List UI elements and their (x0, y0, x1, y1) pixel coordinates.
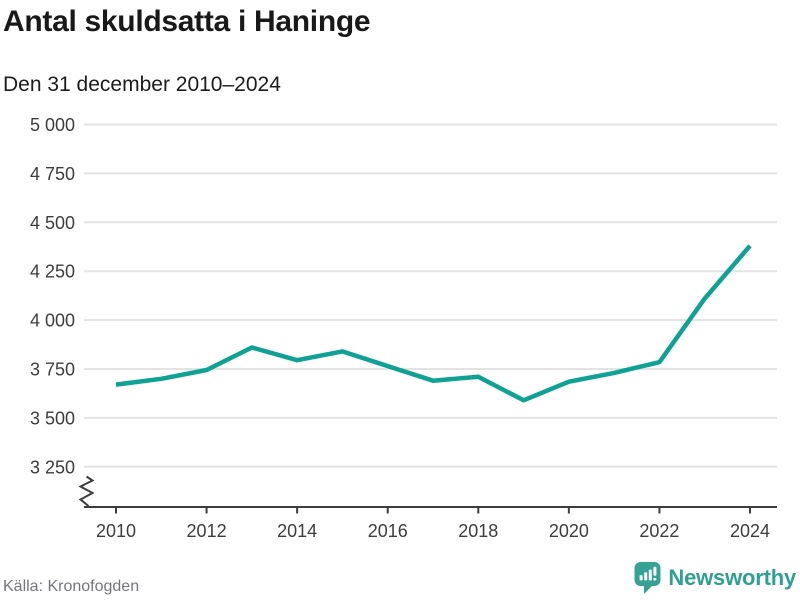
page-title: Antal skuldsatta i Haninge (3, 5, 371, 38)
x-tick-label: 2020 (549, 521, 589, 541)
y-tick-label: 4 000 (30, 311, 75, 331)
y-tick-label: 4 500 (30, 213, 75, 233)
y-tick-label: 4 750 (30, 164, 75, 184)
newsworthy-speech-bubble-bar-chart-icon (634, 562, 661, 594)
y-tick-label: 4 250 (30, 262, 75, 282)
line-chart: 3 250 3 500 3 750 4 000 4 250 4 500 4 750 5 000… (30, 115, 777, 541)
x-tick-label: 2016 (368, 521, 408, 541)
x-tick-label: 2014 (277, 521, 317, 541)
y-tick-label: 5 000 (30, 115, 75, 135)
y-tick-label: 3 750 (30, 360, 75, 380)
x-tick-label: 2010 (96, 521, 136, 541)
x-tick-label: 2022 (639, 521, 679, 541)
x-tick-label: 2024 (730, 521, 770, 541)
y-tick-label: 3 250 (30, 457, 75, 477)
axis-break-icon (78, 475, 95, 507)
newsworthy-logo[interactable]: Newsworthy (634, 562, 796, 594)
series-line (115, 244, 752, 403)
newsworthy-wordmark: Newsworthy (668, 565, 796, 590)
y-tick-label: 3 500 (30, 408, 75, 428)
source-note: Källa: Kronofogden (3, 578, 140, 595)
x-tick-label: 2012 (187, 521, 227, 541)
chart-subtitle: Den 31 december 2010–2024 (3, 73, 281, 96)
x-tick-label: 2018 (458, 521, 498, 541)
